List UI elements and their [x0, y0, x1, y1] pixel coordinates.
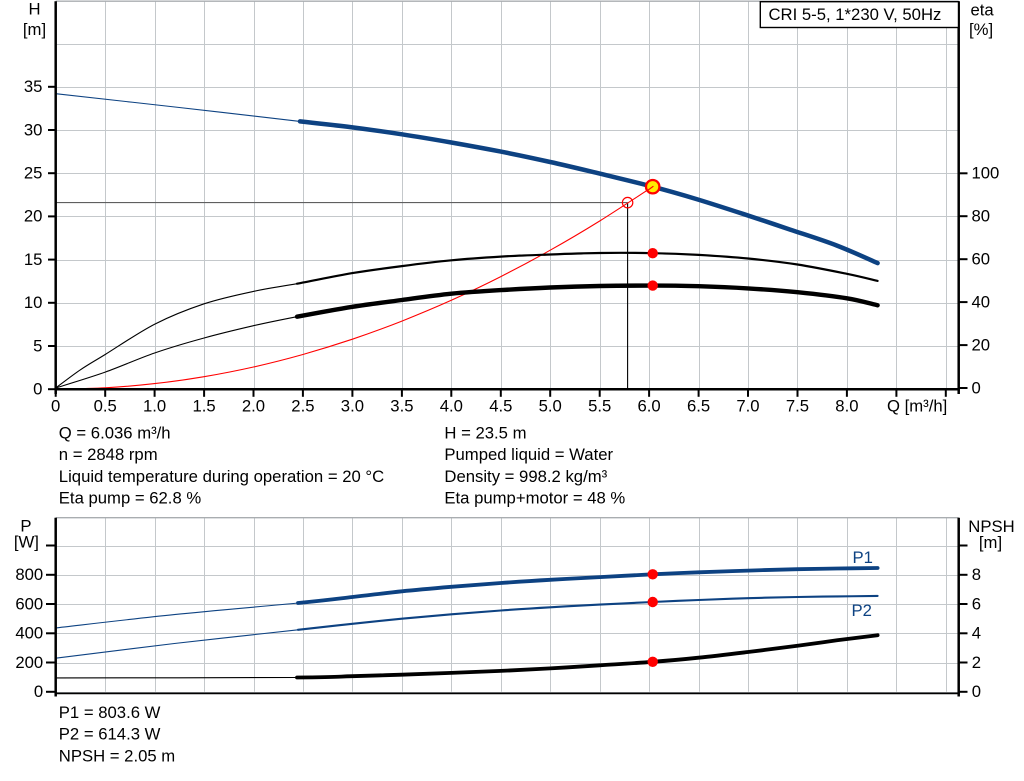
svg-text:35: 35 — [24, 77, 43, 96]
svg-text:5.5: 5.5 — [588, 397, 611, 416]
svg-text:10: 10 — [24, 293, 43, 312]
svg-text:0: 0 — [33, 380, 42, 399]
svg-text:[m]: [m] — [979, 533, 1002, 552]
svg-text:n = 2848 rpm: n = 2848 rpm — [59, 445, 158, 464]
svg-text:2.5: 2.5 — [291, 397, 314, 416]
svg-text:20: 20 — [972, 335, 991, 354]
svg-text:P2 = 614.3 W: P2 = 614.3 W — [59, 725, 161, 744]
svg-text:NPSH: NPSH — [968, 517, 1014, 536]
svg-text:30: 30 — [24, 120, 43, 139]
svg-text:2: 2 — [972, 653, 981, 672]
svg-text:P: P — [20, 517, 31, 536]
svg-text:4.0: 4.0 — [440, 397, 463, 416]
svg-text:P2: P2 — [852, 601, 872, 620]
svg-text:Eta pump = 62.8 %: Eta pump = 62.8 % — [59, 489, 202, 508]
svg-text:Density = 998.2 kg/m³: Density = 998.2 kg/m³ — [444, 467, 607, 486]
svg-text:2.0: 2.0 — [242, 397, 265, 416]
svg-text:25: 25 — [24, 164, 43, 183]
svg-text:eta: eta — [971, 1, 995, 20]
svg-text:7.0: 7.0 — [736, 397, 759, 416]
svg-text:200: 200 — [15, 653, 43, 672]
svg-text:600: 600 — [15, 594, 43, 613]
svg-text:4.5: 4.5 — [489, 397, 512, 416]
svg-text:6: 6 — [972, 594, 981, 613]
svg-text:4: 4 — [972, 624, 981, 643]
svg-text:3.5: 3.5 — [390, 397, 413, 416]
svg-text:6.0: 6.0 — [637, 397, 660, 416]
svg-text:8.0: 8.0 — [835, 397, 858, 416]
svg-text:Liquid temperature during oper: Liquid temperature during operation = 20… — [59, 467, 384, 486]
svg-text:40: 40 — [972, 292, 991, 311]
svg-text:Pumped liquid = Water: Pumped liquid = Water — [444, 445, 613, 464]
svg-text:60: 60 — [972, 250, 991, 269]
svg-text:5.0: 5.0 — [539, 397, 562, 416]
svg-text:Q = 6.036 m³/h: Q = 6.036 m³/h — [59, 423, 171, 442]
svg-text:0: 0 — [972, 682, 981, 701]
svg-text:0: 0 — [34, 682, 43, 701]
svg-text:6.5: 6.5 — [687, 397, 710, 416]
svg-text:1.5: 1.5 — [192, 397, 215, 416]
svg-text:80: 80 — [972, 207, 991, 226]
svg-text:800: 800 — [15, 565, 43, 584]
svg-text:5: 5 — [33, 336, 42, 355]
svg-text:8: 8 — [972, 565, 981, 584]
svg-text:H: H — [28, 0, 40, 19]
svg-text:[%]: [%] — [969, 20, 993, 39]
svg-text:NPSH = 2.05 m: NPSH = 2.05 m — [59, 746, 175, 765]
svg-text:[W]: [W] — [14, 532, 39, 551]
svg-text:CRI 5-5, 1*230 V, 50Hz: CRI 5-5, 1*230 V, 50Hz — [769, 5, 942, 24]
svg-text:15: 15 — [24, 250, 43, 269]
svg-text:0.5: 0.5 — [94, 397, 117, 416]
svg-text:0: 0 — [51, 397, 60, 416]
svg-text:P1 = 803.6 W: P1 = 803.6 W — [59, 703, 161, 722]
svg-text:20: 20 — [24, 207, 43, 226]
svg-text:[m]: [m] — [23, 20, 46, 39]
svg-text:Eta pump+motor = 48 %: Eta pump+motor = 48 % — [444, 489, 625, 508]
svg-text:100: 100 — [972, 164, 1000, 183]
svg-text:H = 23.5 m: H = 23.5 m — [444, 423, 526, 442]
svg-text:3.0: 3.0 — [341, 397, 364, 416]
svg-text:0: 0 — [972, 378, 981, 397]
svg-text:7.5: 7.5 — [786, 397, 809, 416]
svg-text:400: 400 — [15, 624, 43, 643]
svg-text:Q [m³/h]: Q [m³/h] — [887, 397, 947, 416]
svg-text:P1: P1 — [853, 548, 873, 567]
svg-text:1.0: 1.0 — [143, 397, 166, 416]
